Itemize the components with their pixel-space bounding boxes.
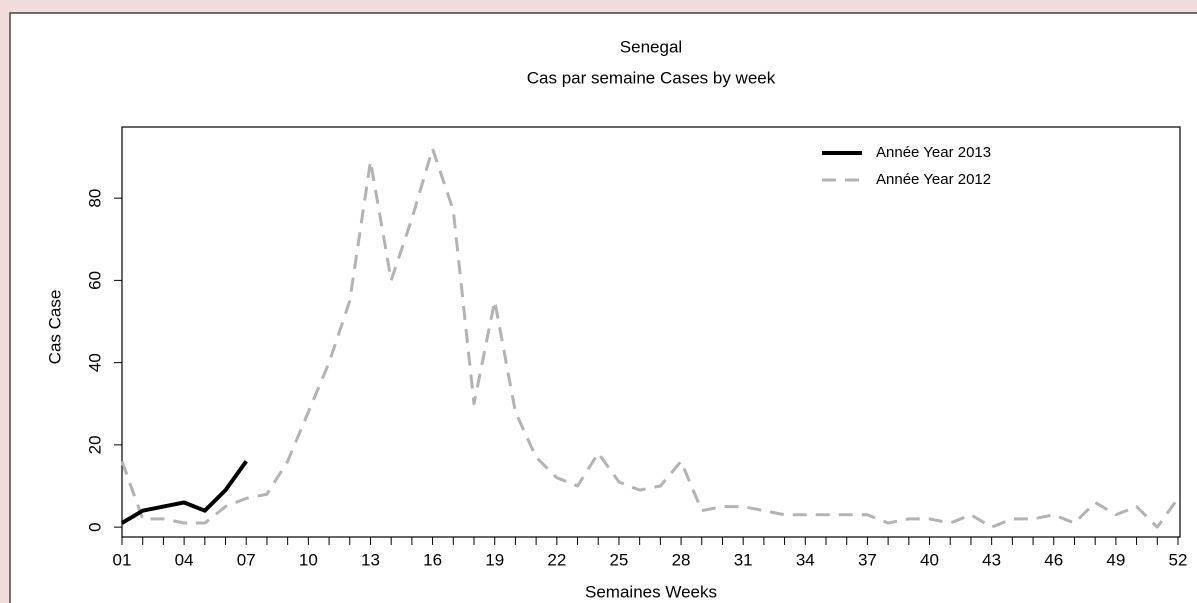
x-tick-label: 01 (113, 550, 132, 569)
plot-box (121, 126, 1181, 538)
x-tick-label: 34 (796, 550, 815, 569)
x-axis-label: Semaines Weeks (585, 582, 717, 601)
y-tick-label: 40 (85, 353, 104, 372)
y-tick-label: 20 (85, 435, 104, 454)
x-tick-label: 04 (175, 550, 194, 569)
panel (9, 12, 1197, 603)
x-tick-label: 13 (361, 550, 380, 569)
x-tick-label: 31 (734, 550, 753, 569)
x-tick-label: 16 (423, 550, 442, 569)
x-tick-label: 46 (1044, 550, 1063, 569)
chart-subtitle: Cas par semaine Cases by week (527, 68, 776, 87)
x-tick-label: 40 (920, 550, 939, 569)
x-tick-label: 25 (609, 550, 628, 569)
series-line (120, 460, 248, 525)
x-tick-label: 43 (982, 550, 1001, 569)
y-tick-label: 60 (85, 271, 104, 290)
x-tick-label: 19 (485, 550, 504, 569)
y-tick-label: 0 (85, 522, 104, 531)
x-tick-label: 49 (1106, 550, 1125, 569)
y-tick-label: 80 (85, 189, 104, 208)
x-tick-label: 28 (672, 550, 691, 569)
y-axis-label: Cas Case (45, 290, 64, 365)
chart-title: Senegal (620, 37, 682, 56)
legend-label: Année Year 2013 (876, 144, 991, 161)
x-tick-label: 52 (1169, 550, 1188, 569)
x-tick-label: 37 (858, 550, 877, 569)
series-line (120, 147, 1180, 529)
x-tick-label: 22 (547, 550, 566, 569)
x-tick-label: 10 (299, 550, 318, 569)
x-tick-label: 07 (237, 550, 256, 569)
legend-label: Année Year 2012 (876, 171, 991, 188)
